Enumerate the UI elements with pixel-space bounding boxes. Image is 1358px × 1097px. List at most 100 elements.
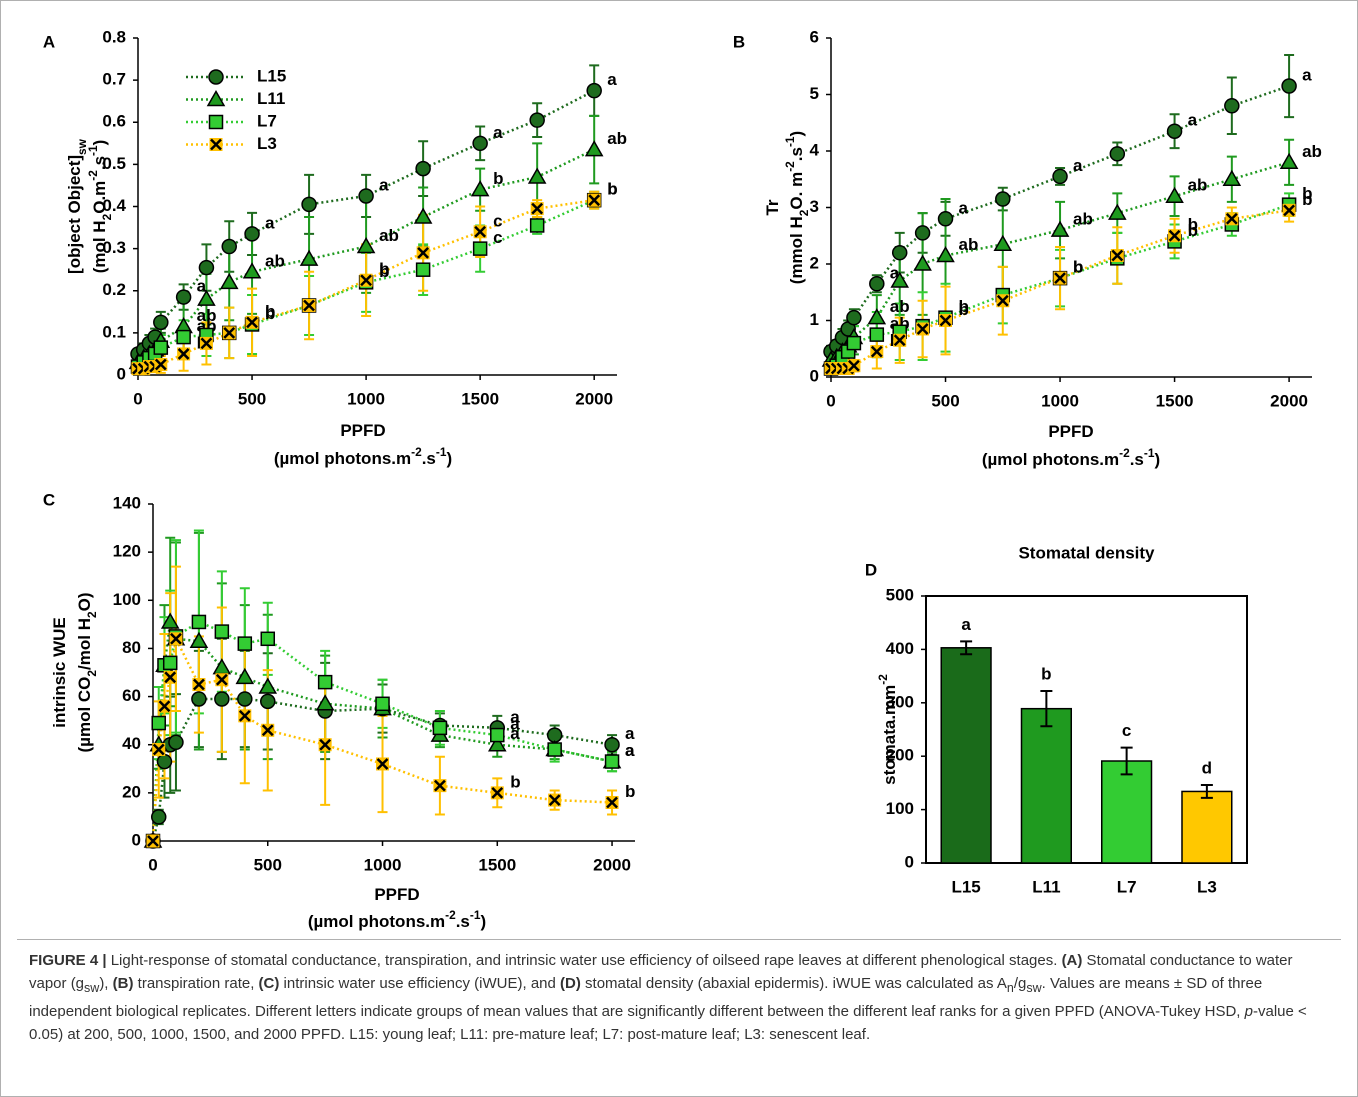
x-tick-label: 1000: [1041, 391, 1079, 410]
marker: [191, 691, 207, 707]
marker: [153, 340, 169, 355]
marker: [146, 834, 160, 848]
caption-run: FIGURE 4 |: [29, 952, 107, 969]
marker: [208, 114, 224, 130]
x-tick-label: L11: [1032, 877, 1060, 896]
text-run: (mmol H: [787, 216, 806, 284]
marker-cross: [1168, 229, 1181, 242]
significance-letter: a: [625, 724, 635, 743]
y-axis-label: intrinsic WUE: [50, 617, 69, 728]
marker-cross: [360, 274, 372, 287]
marker: [604, 754, 620, 769]
marker: [869, 276, 885, 292]
marker: [846, 309, 862, 326]
y-tick-label: 100: [886, 799, 914, 818]
marker: [936, 246, 955, 263]
significance-letter: ab: [265, 251, 285, 270]
text-run: -2: [86, 170, 100, 181]
significance-letter: b: [379, 262, 389, 281]
marker: [156, 753, 173, 770]
marker: [584, 140, 604, 157]
marker-cross: [223, 326, 236, 339]
marker: [1168, 229, 1182, 243]
y-tick-label: 140: [113, 493, 141, 512]
text-run: -2: [1119, 446, 1130, 460]
caption-run: ),: [99, 975, 113, 992]
x-tick-label: 1000: [364, 855, 402, 874]
marker: [197, 289, 216, 306]
significance-letter: b: [1188, 221, 1198, 240]
y-tick-label: 2: [810, 253, 819, 272]
significance-letter: a: [265, 213, 275, 232]
significance-letter: b: [1188, 215, 1198, 234]
y-tick-label: 20: [122, 782, 141, 801]
marker: [548, 793, 562, 807]
caption-run: intrinsic water use efficiency (iWUE), a…: [279, 975, 561, 992]
marker: [169, 632, 183, 646]
marker: [433, 779, 447, 793]
y-axis-label: [object Object]sw: [65, 138, 89, 274]
marker-cross: [170, 632, 182, 645]
marker: [867, 308, 887, 325]
y-axis-label: Tr: [763, 199, 782, 215]
text-run: ): [90, 140, 109, 146]
marker: [150, 809, 167, 825]
y-tick-label: 400: [886, 639, 914, 658]
x-axis-label: PPFD: [374, 885, 419, 904]
significance-letter: ab: [607, 129, 627, 148]
text-run: .s: [1130, 450, 1144, 469]
legend-label: L7: [257, 111, 277, 130]
marker: [192, 678, 206, 692]
x-tick-label: L7: [1117, 877, 1137, 896]
caption-run: . Values are means ± SD of three indepen…: [29, 975, 1263, 1020]
marker: [177, 347, 191, 361]
text-run: -2: [445, 908, 456, 922]
marker: [162, 655, 178, 671]
text-run: .s: [422, 449, 436, 468]
marker: [1282, 203, 1296, 217]
marker: [214, 691, 230, 707]
x-tick-label: 1500: [478, 855, 516, 874]
x-tick-label: 1500: [1156, 391, 1194, 410]
text-run: .s: [90, 156, 109, 170]
marker: [356, 237, 376, 254]
y-tick-label: 120: [113, 542, 141, 561]
y-tick-label: 80: [122, 638, 141, 657]
marker: [891, 244, 908, 261]
significance-letter: a: [961, 615, 971, 634]
x-tick-label: 0: [826, 391, 835, 410]
marker: [199, 336, 213, 350]
significance-letter: c: [493, 211, 502, 230]
marker-cross: [158, 700, 171, 713]
marker: [530, 202, 544, 216]
marker: [163, 670, 177, 684]
significance-letter: ab: [1188, 176, 1208, 195]
y-tick-label: 40: [122, 734, 141, 753]
text-run: sw: [75, 138, 89, 155]
text-run: (µmol CO: [75, 677, 94, 753]
marker: [261, 723, 275, 737]
y-tick-label: 0: [905, 852, 914, 871]
legend-label: L3: [257, 134, 277, 153]
marker: [996, 294, 1010, 308]
marker: [413, 207, 433, 224]
significance-letter: b: [625, 782, 635, 801]
significance-letter: ab: [1073, 210, 1093, 229]
marker: [1225, 212, 1239, 226]
marker: [189, 631, 209, 648]
text-run: 2: [100, 213, 114, 220]
marker-cross: [606, 796, 618, 809]
text-run: PPFD: [374, 885, 419, 904]
significance-letter: a: [959, 198, 969, 217]
marker: [914, 225, 931, 241]
significance-letter: a: [890, 263, 900, 282]
marker: [604, 736, 620, 753]
marker: [168, 734, 184, 751]
significance-letter: a: [1302, 66, 1312, 85]
marker-cross: [200, 337, 213, 350]
x-tick-label: 1500: [461, 389, 499, 408]
significance-letter: a: [379, 175, 389, 194]
marker: [415, 262, 431, 277]
chart-title: Stomatal density: [1018, 543, 1155, 562]
